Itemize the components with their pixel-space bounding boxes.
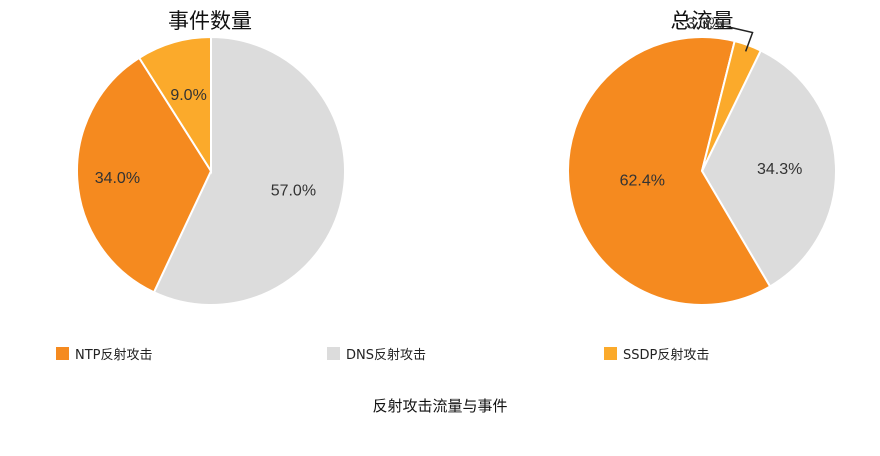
slice-label-ssdp: 9.0% <box>170 87 206 104</box>
callout-line-ssdp <box>726 25 754 52</box>
slice-label-dns: 34.3% <box>757 161 802 178</box>
chart-title-traffic: 总流量 <box>671 9 734 33</box>
pie-slice-ntp <box>76 56 213 294</box>
chart-title-events: 事件数量 <box>168 9 252 33</box>
slice-label-ntp: 62.4% <box>620 173 665 190</box>
figure-caption: 反射攻击流量与事件 <box>372 397 508 415</box>
slice-label-ntp: 34.0% <box>95 170 140 187</box>
legend-item-ssdp: SSDP反射攻击 <box>604 344 709 363</box>
legend-swatch-dns <box>327 347 340 360</box>
slice-label-ssdp: 3.3% <box>686 16 722 33</box>
pie-charts: 事件数量 总流量 57.0% 34.0% 9.0% 34.3% 62.4% 3.3% <box>76 9 837 306</box>
pie-slice-ntp <box>567 36 772 306</box>
legend-swatch-ssdp <box>604 347 617 360</box>
legend-label-ntp: NTP反射攻击 <box>75 348 153 363</box>
legend-label-ssdp: SSDP反射攻击 <box>623 348 710 363</box>
slice-label-dns: 57.0% <box>271 182 316 199</box>
pie-slice-ssdp <box>137 35 212 175</box>
pie-traffic: 34.3% 62.4% 3.3% <box>567 16 837 306</box>
legend-item-dns: DNS反射攻击 <box>327 344 426 363</box>
pie-slice-dns <box>152 35 346 306</box>
legend-label-dns: DNS反射攻击 <box>346 348 426 363</box>
legend-swatch-ntp <box>56 347 69 360</box>
pie-events: 57.0% 34.0% 9.0% <box>76 35 346 306</box>
legend-item-ntp: NTP反射攻击 <box>56 344 153 363</box>
